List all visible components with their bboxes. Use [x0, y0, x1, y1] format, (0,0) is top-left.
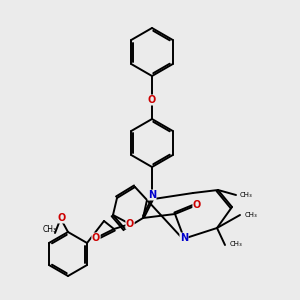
Text: O: O	[193, 200, 201, 210]
Text: O: O	[92, 233, 100, 243]
Text: CH₃: CH₃	[230, 241, 242, 247]
Text: O: O	[148, 95, 156, 105]
Text: N: N	[148, 190, 156, 200]
Text: O: O	[58, 213, 66, 223]
Text: N: N	[180, 233, 188, 243]
Text: CH₃: CH₃	[244, 212, 257, 218]
Text: CH₃: CH₃	[43, 224, 57, 233]
Text: O: O	[126, 219, 134, 229]
Text: CH₃: CH₃	[240, 192, 252, 198]
